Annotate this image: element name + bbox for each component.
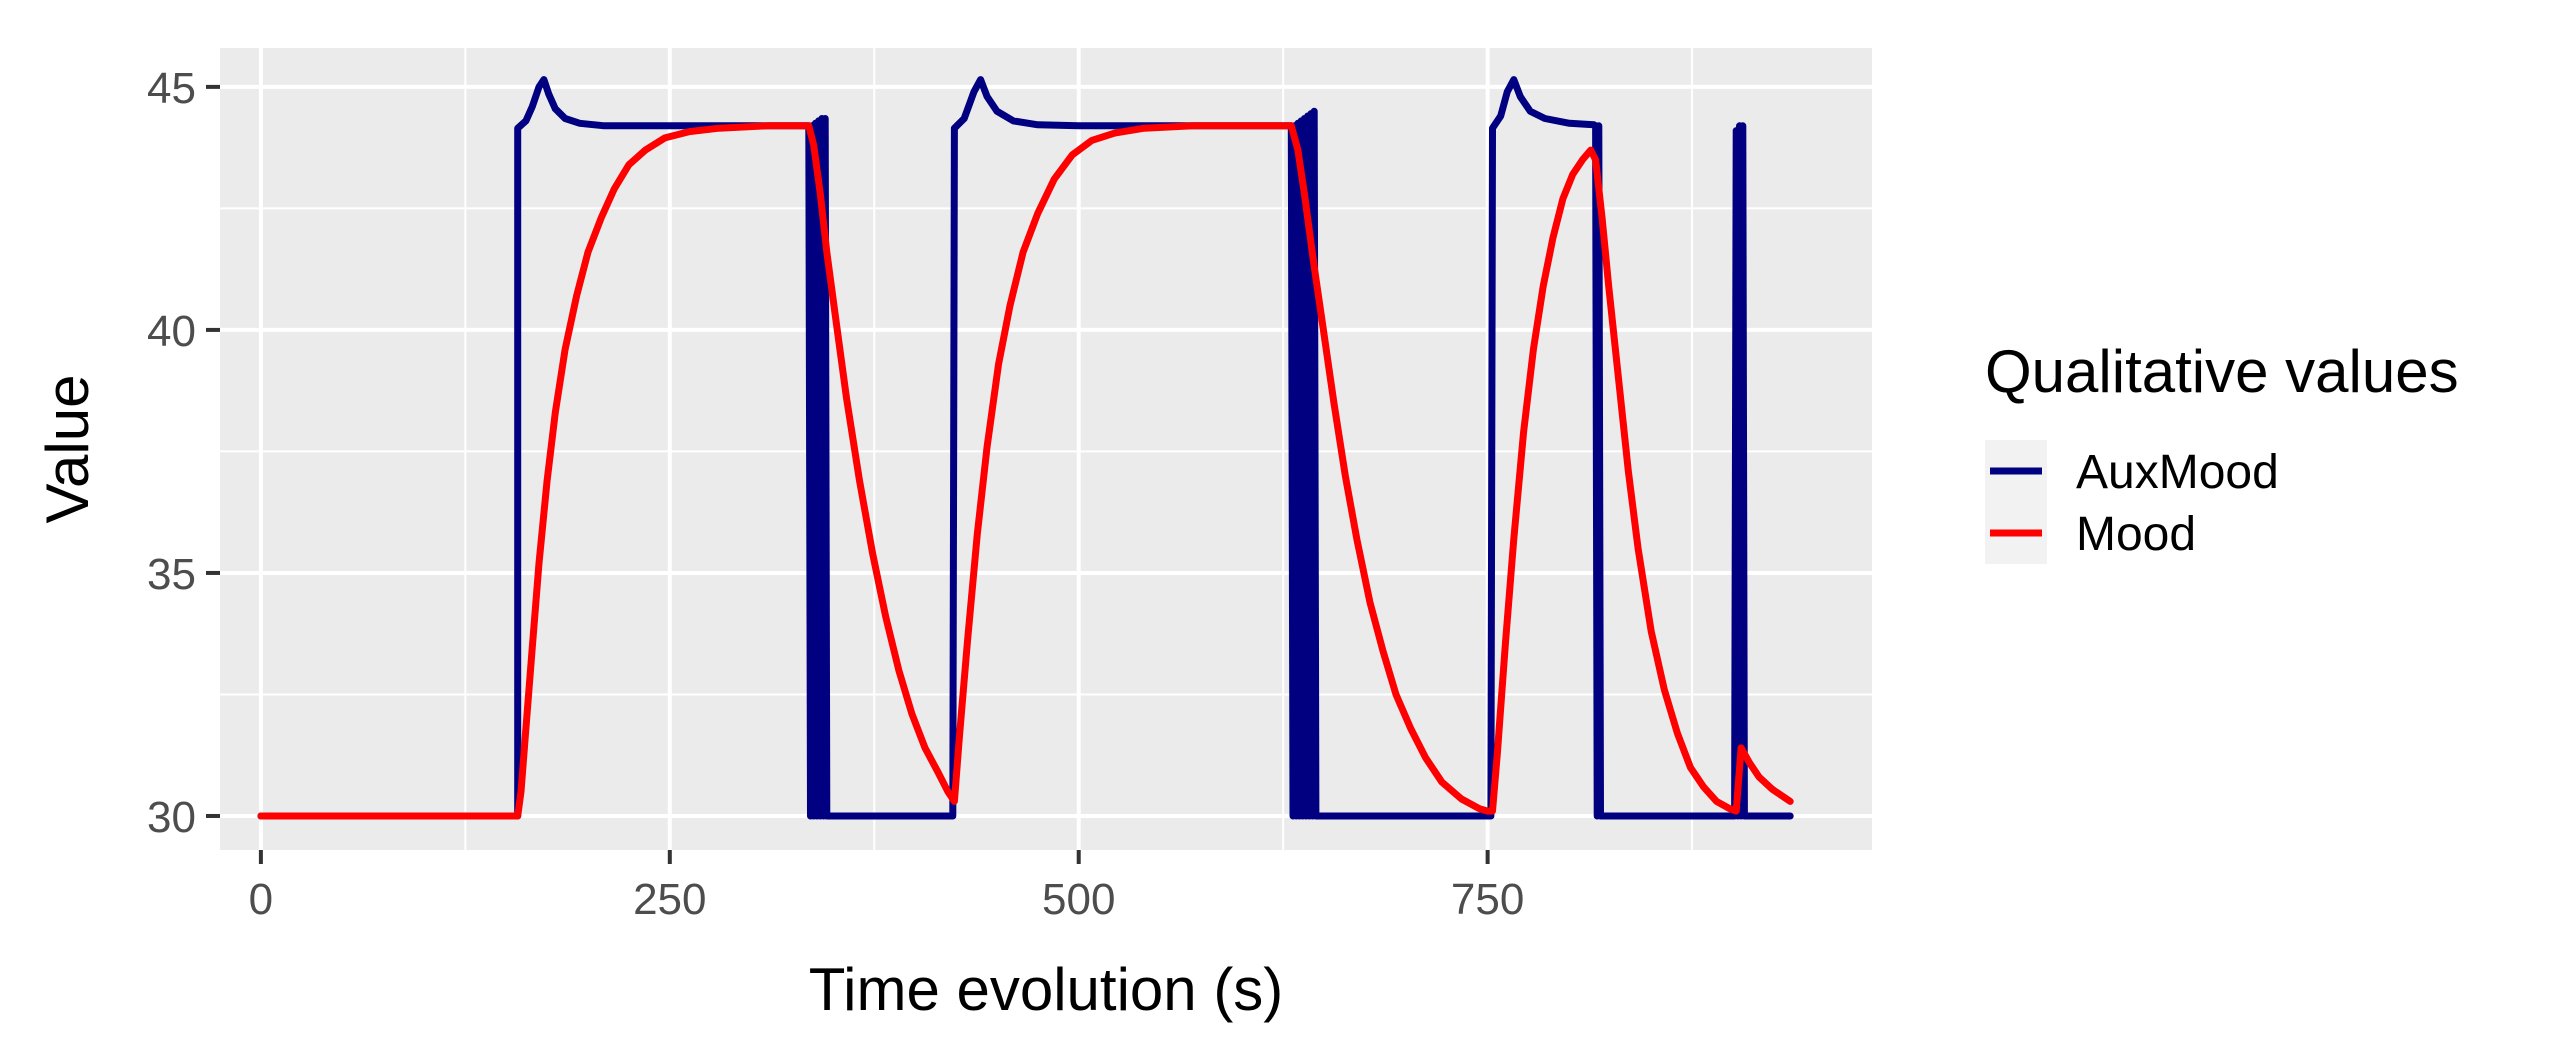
y-tick-label: 40: [147, 307, 196, 356]
x-tick-label: 250: [633, 875, 706, 924]
y-tick-label: 45: [147, 64, 196, 113]
y-axis-title: Value: [34, 374, 101, 523]
x-axis: 0 250 500 750: [249, 850, 1524, 924]
y-tick-label: 30: [147, 793, 196, 842]
y-axis: 30 35 40 45: [147, 64, 220, 842]
legend: Qualitative values AuxMood Mood: [1985, 338, 2459, 564]
legend-label-auxmood: AuxMood: [2076, 446, 2279, 499]
x-axis-title: Time evolution (s): [809, 956, 1284, 1023]
legend-title: Qualitative values: [1985, 338, 2459, 405]
x-tick-label: 500: [1042, 875, 1115, 924]
series-line-mood: [257, 122, 1794, 820]
y-tick-label: 35: [147, 550, 196, 599]
x-tick-label: 750: [1451, 875, 1524, 924]
x-tick-label: 0: [249, 875, 273, 924]
series-layer: [257, 76, 1794, 820]
legend-label-mood: Mood: [2076, 508, 2196, 561]
